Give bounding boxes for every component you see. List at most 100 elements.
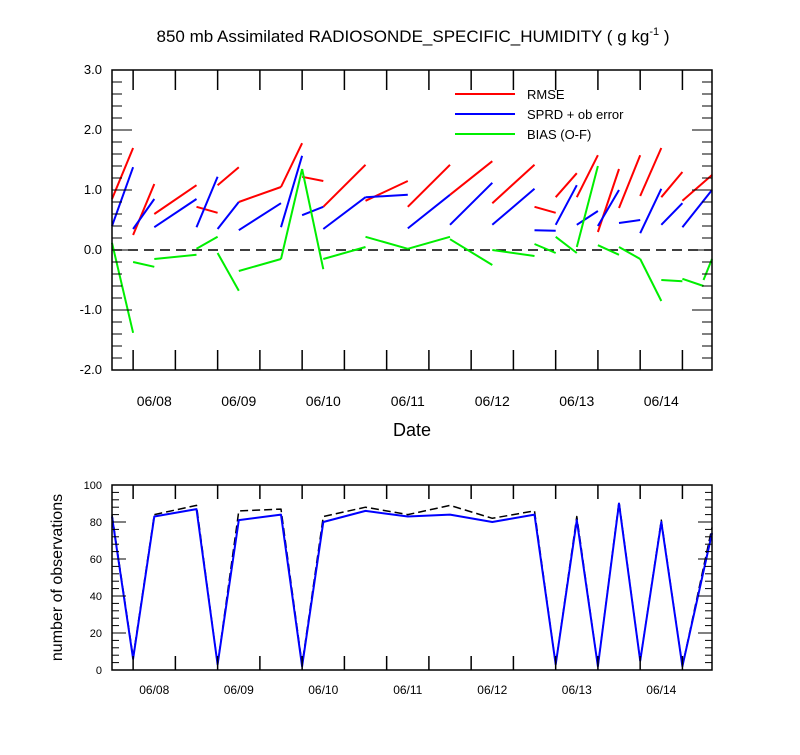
- top-x-axis-label: Date: [393, 420, 431, 440]
- sprd-line-segment: [660, 202, 684, 226]
- sprd-line-segment: [534, 229, 556, 232]
- top-y-tick-label: -2.0: [80, 362, 102, 377]
- bias-line-segment: [111, 242, 135, 334]
- sprd-line-segment: [597, 189, 620, 227]
- rmse-line-segment: [449, 160, 493, 196]
- bottom-x-tick-label: 06/13: [562, 683, 592, 697]
- bias-line-segment: [280, 168, 304, 260]
- bottom-axes: 0 20 40 60 80 100 06/08 06/09 06/10 06/11 06/12 06/…: [84, 480, 712, 697]
- sprd-line-segment: [576, 210, 599, 226]
- legend-label: BIAS (O-F): [527, 127, 591, 142]
- title-end: ): [659, 27, 669, 46]
- rmse-line-segment: [660, 171, 684, 198]
- rmse-line-segment: [554, 172, 578, 198]
- bottom-x-tick-label: 06/09: [224, 683, 254, 697]
- rmse-line-segment: [491, 164, 536, 204]
- sprd-line-segment: [491, 188, 536, 226]
- rmse-line-segment: [618, 154, 642, 209]
- sprd-line-segment: [449, 182, 494, 226]
- sprd-line-segment: [322, 196, 367, 230]
- rmse-line-segment: [132, 183, 156, 236]
- bottom-y-tick-label: 40: [90, 591, 102, 603]
- top-x-tick-label: 06/10: [306, 393, 341, 409]
- bias-line-segment: [216, 252, 240, 292]
- bias-line-segment: [196, 235, 219, 250]
- bottom-x-tick-label: 06/10: [308, 683, 338, 697]
- bias-line-segment: [323, 246, 366, 260]
- rmse-line-segment: [153, 184, 198, 215]
- top-x-tick-label: 06/14: [644, 393, 679, 409]
- sprd-line-segment: [639, 188, 663, 234]
- rmse-line-segment: [639, 147, 663, 197]
- bias-line-segment: [154, 253, 197, 260]
- bottom-y-tick-label: 20: [90, 628, 102, 640]
- sprd-line-segment: [195, 176, 219, 228]
- top-series-group: [111, 142, 713, 334]
- bias-line-segment: [301, 168, 325, 270]
- top-y-tick-label: 3.0: [84, 62, 102, 77]
- bias-line-segment: [492, 249, 535, 257]
- sprd-line-segment: [216, 201, 240, 230]
- bottom-x-tick-label: 06/14: [646, 683, 676, 697]
- rmse-line-segment: [238, 186, 282, 203]
- bias-line-segment: [618, 246, 641, 260]
- sprd-line-segment: [407, 194, 451, 230]
- sprd-line-segment: [618, 219, 641, 224]
- bias-line-segment: [238, 258, 282, 272]
- top-plot-frame: [111, 69, 713, 371]
- rmse-line-segment: [196, 205, 218, 214]
- title-main: 850 mb Assimilated RADIOSONDE_SPECIFIC_H…: [157, 27, 650, 46]
- bottom-x-tick-label: 06/08: [139, 683, 169, 697]
- top-y-tick-label: 2.0: [84, 122, 102, 137]
- top-x-tick-label: 06/08: [137, 393, 172, 409]
- sprd-line-segment: [301, 205, 324, 217]
- chart-title: 850 mb Assimilated RADIOSONDE_SPECIFIC_H…: [157, 26, 670, 46]
- bias-line-segment: [534, 243, 557, 254]
- top-x-tick-label: 06/12: [475, 393, 510, 409]
- bottom-series-group: [111, 500, 713, 668]
- rmse-line-segment: [407, 164, 451, 208]
- rmse-line-segment: [575, 154, 599, 198]
- bias-line-segment: [449, 238, 493, 266]
- bottom-y-tick-label: 0: [96, 665, 102, 677]
- top-x-tick-label: 06/13: [559, 393, 594, 409]
- top-panel: -2.0 -1.0 0.0 1.0 2.0 3.0 06/08 06/09 06/10 06/11…: [80, 62, 713, 440]
- bottom-y-tick-label: 60: [90, 554, 102, 566]
- observations-assimilated-line: [111, 502, 713, 668]
- bottom-x-tick-label: 06/12: [477, 683, 507, 697]
- bottom-y-tick-label: 100: [84, 480, 102, 492]
- bias-line-segment: [661, 279, 683, 283]
- bias-line-segment: [575, 165, 599, 248]
- bias-line-segment: [682, 277, 704, 287]
- bias-line-segment: [407, 235, 451, 250]
- bottom-x-tick-label: 06/11: [393, 683, 422, 697]
- bias-line-segment: [555, 236, 578, 254]
- legend-label: SPRD + ob error: [527, 107, 624, 122]
- title-superscript: -1: [649, 26, 659, 38]
- bias-line-segment: [639, 258, 663, 302]
- rmse-line-segment: [534, 205, 556, 214]
- sprd-line-segment: [153, 198, 198, 229]
- top-y-tick-label: 0.0: [84, 242, 102, 257]
- rmse-line-segment: [301, 175, 324, 182]
- bottom-panel: 0 20 40 60 80 100 06/08 06/09 06/10 06/11 06/12 06/…: [49, 480, 713, 697]
- bottom-plot-frame: [111, 484, 713, 671]
- bias-line-segment: [597, 244, 620, 256]
- top-y-tick-label: 1.0: [84, 182, 102, 197]
- top-x-tick-label: 06/09: [221, 393, 256, 409]
- bottom-y-tick-label: 80: [90, 517, 102, 529]
- sprd-line-segment: [365, 193, 408, 199]
- sprd-line-segment: [111, 166, 135, 227]
- sprd-line-segment: [238, 202, 282, 232]
- top-x-tick-label: 06/11: [391, 393, 425, 409]
- top-axes: -2.0 -1.0 0.0 1.0 2.0 3.0 06/08 06/09 06/10 06/11…: [80, 62, 712, 409]
- sprd-line-segment: [132, 198, 156, 230]
- top-y-tick-label: -1.0: [80, 302, 102, 317]
- rmse-line-segment: [280, 142, 304, 188]
- legend-label: RMSE: [527, 87, 565, 102]
- sprd-line-segment: [554, 184, 578, 226]
- bottom-y-axis-label: number of observations: [49, 494, 66, 661]
- legend: RMSE SPRD + ob error BIAS (O-F): [455, 87, 624, 142]
